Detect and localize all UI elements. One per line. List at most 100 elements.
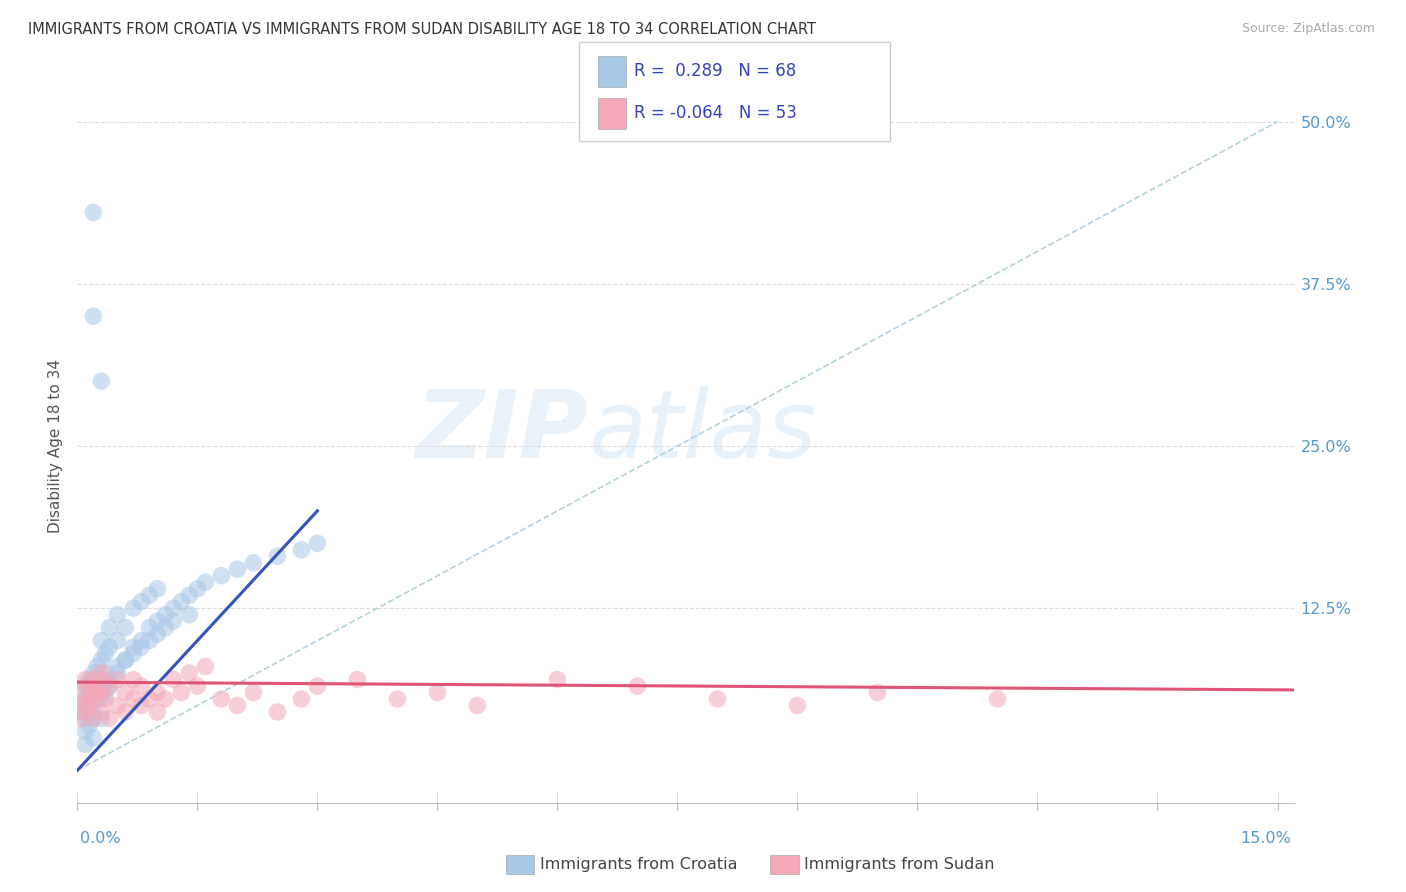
Point xyxy=(90,711,112,725)
Point xyxy=(75,692,97,706)
Point xyxy=(98,640,121,654)
Point xyxy=(186,679,208,693)
Point xyxy=(209,692,232,706)
Point xyxy=(105,666,128,681)
Point xyxy=(86,692,108,706)
Point xyxy=(467,698,489,713)
Point xyxy=(186,582,208,596)
Point xyxy=(105,633,128,648)
Point xyxy=(114,705,136,719)
Point xyxy=(146,685,169,699)
Text: R =  0.289   N = 68: R = 0.289 N = 68 xyxy=(634,62,796,80)
Point xyxy=(82,666,104,681)
Point xyxy=(90,685,112,699)
Point xyxy=(146,627,169,641)
Point xyxy=(94,666,117,681)
Point xyxy=(90,705,112,719)
Point xyxy=(105,659,128,673)
Point xyxy=(146,705,169,719)
Point xyxy=(146,614,169,628)
Point xyxy=(290,542,312,557)
Point xyxy=(82,310,104,324)
Point xyxy=(86,659,108,673)
Point xyxy=(90,666,112,681)
Point xyxy=(138,588,160,602)
Point xyxy=(98,679,121,693)
Point xyxy=(75,724,97,739)
Point xyxy=(90,633,112,648)
Y-axis label: Disability Age 18 to 34: Disability Age 18 to 34 xyxy=(48,359,63,533)
Point xyxy=(170,685,193,699)
Point xyxy=(94,685,117,699)
Point xyxy=(426,685,449,699)
Point xyxy=(706,692,728,706)
Point xyxy=(82,692,104,706)
Point xyxy=(75,673,97,687)
Point xyxy=(138,692,160,706)
Point xyxy=(131,640,153,654)
Point xyxy=(90,692,112,706)
Point xyxy=(82,711,104,725)
Text: Immigrants from Croatia: Immigrants from Croatia xyxy=(540,857,737,871)
Point xyxy=(131,633,153,648)
Point xyxy=(155,621,177,635)
Point xyxy=(70,705,93,719)
Point xyxy=(866,685,889,699)
Point xyxy=(122,673,145,687)
Text: Immigrants from Sudan: Immigrants from Sudan xyxy=(804,857,994,871)
Point xyxy=(90,673,112,687)
Point xyxy=(122,640,145,654)
Point xyxy=(131,679,153,693)
Point xyxy=(346,673,368,687)
Point xyxy=(79,685,101,699)
Point xyxy=(179,588,201,602)
Point xyxy=(82,685,104,699)
Point xyxy=(242,556,264,570)
Point xyxy=(122,601,145,615)
Point xyxy=(114,685,136,699)
Point xyxy=(82,731,104,745)
Point xyxy=(179,607,201,622)
Point xyxy=(94,647,117,661)
Point xyxy=(82,205,104,219)
Point xyxy=(105,607,128,622)
Point xyxy=(90,679,112,693)
Point xyxy=(266,705,288,719)
Point xyxy=(209,568,232,582)
Point xyxy=(179,666,201,681)
Point xyxy=(79,673,101,687)
Point xyxy=(626,679,648,693)
Point xyxy=(75,738,97,752)
Point xyxy=(82,673,104,687)
Point xyxy=(307,679,329,693)
Point xyxy=(986,692,1008,706)
Text: IMMIGRANTS FROM CROATIA VS IMMIGRANTS FROM SUDAN DISABILITY AGE 18 TO 34 CORRELA: IMMIGRANTS FROM CROATIA VS IMMIGRANTS FR… xyxy=(28,22,815,37)
Point xyxy=(546,673,568,687)
Point xyxy=(86,685,108,699)
Point xyxy=(131,698,153,713)
Point xyxy=(86,673,108,687)
Point xyxy=(79,698,101,713)
Point xyxy=(82,685,104,699)
Text: 15.0%: 15.0% xyxy=(1240,831,1291,846)
Point xyxy=(194,659,217,673)
Point xyxy=(226,698,249,713)
Point xyxy=(786,698,808,713)
Point xyxy=(70,711,93,725)
Point xyxy=(290,692,312,706)
Point xyxy=(138,633,160,648)
Point xyxy=(82,711,104,725)
Point xyxy=(75,705,97,719)
Point xyxy=(162,601,184,615)
Point xyxy=(75,679,97,693)
Point xyxy=(162,614,184,628)
Point xyxy=(98,621,121,635)
Point xyxy=(114,621,136,635)
Point xyxy=(194,575,217,590)
Point xyxy=(75,698,97,713)
Point xyxy=(162,673,184,687)
Text: 0.0%: 0.0% xyxy=(80,831,121,846)
Point xyxy=(82,705,104,719)
Point xyxy=(131,595,153,609)
Point xyxy=(98,711,121,725)
